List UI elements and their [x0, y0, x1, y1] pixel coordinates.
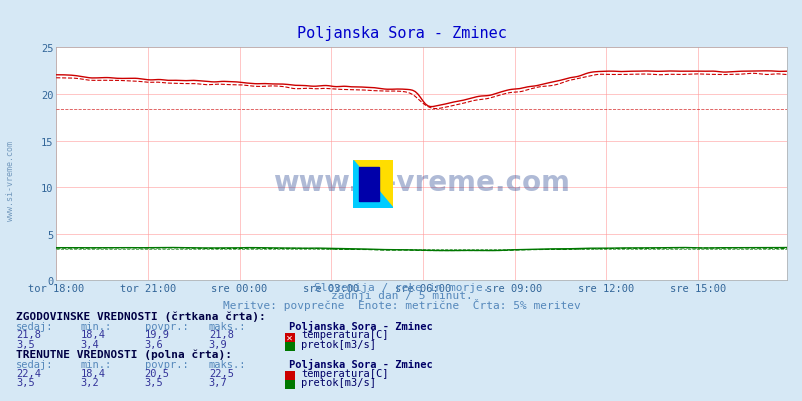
- Text: maks.:: maks.:: [209, 359, 246, 369]
- Text: 20,5: 20,5: [144, 368, 169, 378]
- Text: sedaj:: sedaj:: [16, 359, 54, 369]
- Text: 18,4: 18,4: [80, 330, 105, 340]
- Text: TRENUTNE VREDNOSTI (polna črta):: TRENUTNE VREDNOSTI (polna črta):: [16, 348, 232, 359]
- Polygon shape: [358, 168, 379, 201]
- Text: 3,9: 3,9: [209, 339, 227, 349]
- Text: www.si-vreme.com: www.si-vreme.com: [273, 169, 569, 197]
- Text: 3,5: 3,5: [16, 339, 34, 349]
- Text: temperatura[C]: temperatura[C]: [301, 368, 388, 378]
- Text: zadnji dan / 5 minut.: zadnji dan / 5 minut.: [330, 291, 472, 301]
- Polygon shape: [353, 160, 393, 209]
- Text: sedaj:: sedaj:: [16, 321, 54, 331]
- Text: ✕: ✕: [286, 333, 293, 342]
- Text: 3,4: 3,4: [80, 339, 99, 349]
- Text: povpr.:: povpr.:: [144, 359, 188, 369]
- Text: temperatura[C]: temperatura[C]: [301, 330, 388, 340]
- Text: min.:: min.:: [80, 321, 111, 331]
- Text: Poljanska Sora - Zminec: Poljanska Sora - Zminec: [296, 26, 506, 41]
- Text: 21,8: 21,8: [209, 330, 233, 340]
- Text: 3,6: 3,6: [144, 339, 163, 349]
- Text: Slovenija / reke in morje.: Slovenija / reke in morje.: [314, 283, 488, 293]
- Text: 22,4: 22,4: [16, 368, 41, 378]
- Text: 3,5: 3,5: [16, 377, 34, 387]
- Text: povpr.:: povpr.:: [144, 321, 188, 331]
- Text: 3,2: 3,2: [80, 377, 99, 387]
- Text: pretok[m3/s]: pretok[m3/s]: [301, 339, 375, 349]
- Text: 18,4: 18,4: [80, 368, 105, 378]
- Text: 3,7: 3,7: [209, 377, 227, 387]
- Text: Poljanska Sora - Zminec: Poljanska Sora - Zminec: [289, 320, 432, 331]
- Text: pretok[m3/s]: pretok[m3/s]: [301, 377, 375, 387]
- Text: maks.:: maks.:: [209, 321, 246, 331]
- Text: Meritve: povprečne  Enote: metrične  Črta: 5% meritev: Meritve: povprečne Enote: metrične Črta:…: [222, 298, 580, 310]
- Polygon shape: [353, 160, 393, 209]
- Text: 21,8: 21,8: [16, 330, 41, 340]
- Text: min.:: min.:: [80, 359, 111, 369]
- Text: www.si-vreme.com: www.si-vreme.com: [6, 140, 15, 221]
- Text: 22,5: 22,5: [209, 368, 233, 378]
- Text: ZGODOVINSKE VREDNOSTI (črtkana črta):: ZGODOVINSKE VREDNOSTI (črtkana črta):: [16, 310, 265, 321]
- Text: Poljanska Sora - Zminec: Poljanska Sora - Zminec: [289, 358, 432, 369]
- Text: 19,9: 19,9: [144, 330, 169, 340]
- Text: 3,5: 3,5: [144, 377, 163, 387]
